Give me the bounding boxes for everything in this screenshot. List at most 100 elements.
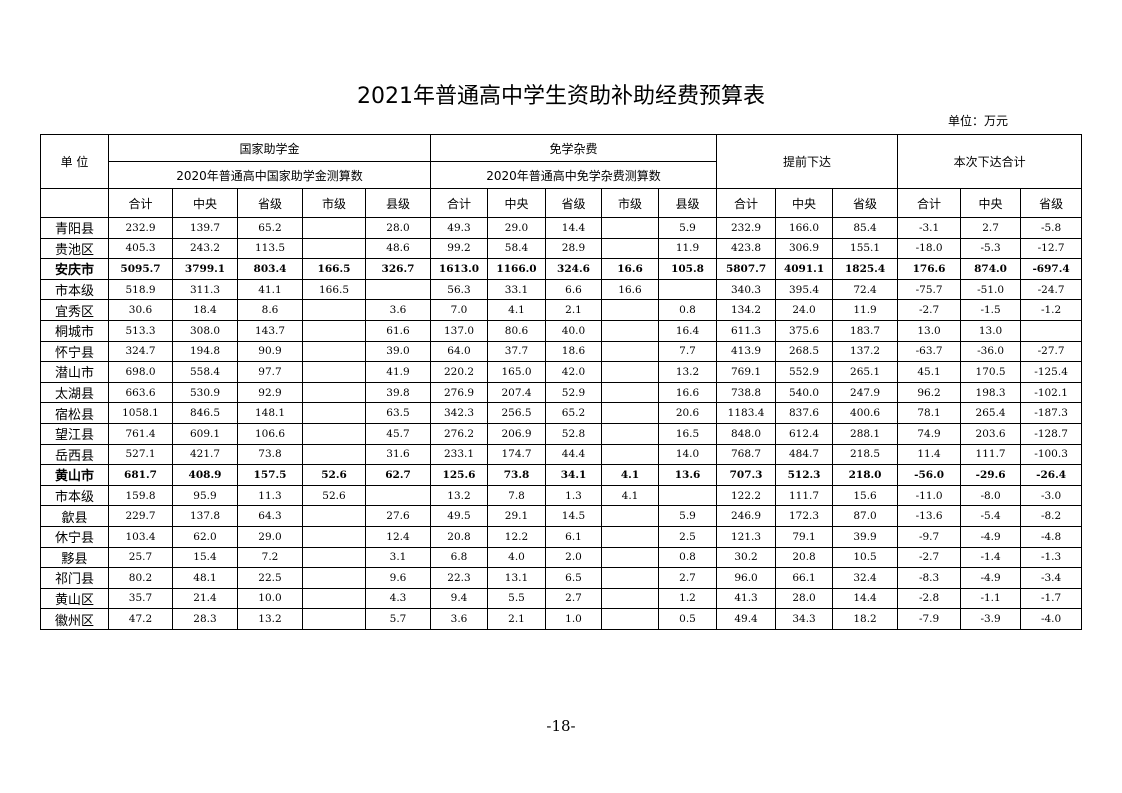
- table-cell: 395.4: [775, 278, 834, 301]
- table-cell: 11.3: [237, 484, 303, 507]
- row-name: 桐城市: [40, 319, 109, 342]
- table-cell: 4.1: [487, 299, 546, 321]
- table-cell: 28.9: [545, 237, 602, 260]
- table-cell: 1.0: [545, 608, 602, 630]
- header-current-total: 本次下达合计: [897, 134, 1083, 189]
- row-name: 黄山区: [40, 587, 109, 610]
- table-cell: 7.2: [237, 546, 303, 569]
- table-cell: 39.0: [365, 340, 431, 363]
- table-cell: 41.3: [716, 587, 777, 610]
- table-row: 黄山市 681.7 408.9 157.5 52.6 62.7 125.6 73.8 34.1 4…: [40, 464, 1083, 486]
- row-name: 望江县: [40, 422, 109, 445]
- column-header: 省级: [1020, 188, 1083, 218]
- table-cell: -5.4: [960, 505, 1022, 527]
- table-cell: 11.9: [832, 299, 899, 321]
- table-cell: 220.2: [430, 361, 488, 383]
- table-cell: 0.8: [657, 546, 718, 569]
- table-cell: 558.4: [172, 361, 238, 383]
- table-cell: 172.3: [775, 505, 834, 527]
- table-cell: -125.4: [1020, 361, 1083, 383]
- table-cell: [302, 525, 366, 548]
- table-cell: 92.9: [237, 381, 303, 404]
- table-cell: 233.1: [430, 443, 488, 466]
- table-cell: -187.3: [1020, 402, 1083, 424]
- table-cell: 2.7: [960, 217, 1022, 239]
- table-cell: 159.8: [108, 484, 173, 507]
- column-header: 省级: [237, 188, 303, 218]
- table-cell: 243.2: [172, 237, 238, 260]
- table-cell: 413.9: [716, 340, 777, 363]
- table-cell: 246.9: [716, 505, 777, 527]
- table-cell: 111.7: [960, 443, 1022, 466]
- table-cell: 6.5: [545, 567, 602, 589]
- table-cell: -128.7: [1020, 422, 1083, 445]
- table-cell: -8.2: [1020, 505, 1083, 527]
- table-cell: [601, 422, 659, 445]
- table-cell: [1020, 319, 1083, 342]
- table-cell: 30.6: [108, 299, 173, 321]
- table-cell: 20.8: [775, 546, 834, 569]
- table-cell: 247.9: [832, 381, 899, 404]
- table-cell: 58.4: [487, 237, 546, 260]
- header-blank: [40, 188, 109, 218]
- table-cell: 134.2: [716, 299, 777, 321]
- table-cell: 484.7: [775, 443, 834, 466]
- table-cell: 14.4: [832, 587, 899, 610]
- table-cell: [302, 422, 366, 445]
- table-cell: 12.4: [365, 525, 431, 548]
- table-cell: 80.6: [487, 319, 546, 342]
- table-cell: 6.8: [430, 546, 488, 569]
- table-cell: 99.2: [430, 237, 488, 260]
- table-cell: [601, 319, 659, 342]
- table-cell: 1058.1: [108, 402, 173, 424]
- table-cell: [601, 299, 659, 321]
- table-cell: -56.0: [897, 464, 962, 486]
- table-cell: 157.5: [237, 464, 303, 486]
- table-cell: 4.0: [487, 546, 546, 569]
- table-cell: 15.6: [832, 484, 899, 507]
- header-unit: 单 位: [40, 134, 109, 189]
- table-cell: 9.6: [365, 567, 431, 589]
- table-cell: 41.9: [365, 361, 431, 383]
- table-cell: 31.6: [365, 443, 431, 466]
- table-row: 安庆市 5095.7 3799.1 803.4 166.5 326.7 1613.0 1166…: [40, 258, 1083, 280]
- table-cell: 174.7: [487, 443, 546, 466]
- table-cell: 74.9: [897, 422, 962, 445]
- table-cell: 105.8: [657, 258, 718, 280]
- table-cell: -11.0: [897, 484, 962, 507]
- table-cell: 9.4: [430, 587, 488, 610]
- table-cell: [365, 278, 431, 301]
- table-cell: 681.7: [108, 464, 173, 486]
- table-cell: 137.0: [430, 319, 488, 342]
- table-cell: 512.3: [775, 464, 834, 486]
- table-cell: 65.2: [545, 402, 602, 424]
- column-header: 合计: [108, 188, 173, 218]
- table-cell: 56.3: [430, 278, 488, 301]
- table-cell: 5.9: [657, 505, 718, 527]
- table-row: 太湖县 663.6 530.9 92.9 39.8 276.9 207.4 52.9 16.6 7…: [40, 381, 1083, 404]
- table-cell: 2.5: [657, 525, 718, 548]
- table-cell: 232.9: [108, 217, 173, 239]
- table-cell: -2.8: [897, 587, 962, 610]
- table-cell: 166.5: [302, 278, 366, 301]
- table-cell: 30.2: [716, 546, 777, 569]
- table-cell: 35.7: [108, 587, 173, 610]
- row-name: 安庆市: [40, 258, 109, 280]
- table-row: 歙县 229.7 137.8 64.3 27.6 49.5 29.1 14.5 5.9 246.9…: [40, 505, 1083, 527]
- header-national-grant-sub: 2020年普通高中国家助学金测算数: [108, 161, 431, 189]
- table-cell: 11.9: [657, 237, 718, 260]
- row-name: 太湖县: [40, 381, 109, 404]
- unit-label: 单位：万元: [948, 114, 1009, 128]
- table-cell: 306.9: [775, 237, 834, 260]
- table-cell: -8.3: [897, 567, 962, 589]
- table-cell: 405.3: [108, 237, 173, 260]
- table-cell: -1.4: [960, 546, 1022, 569]
- table-cell: [601, 546, 659, 569]
- table-cell: 16.6: [657, 381, 718, 404]
- table-cell: 12.2: [487, 525, 546, 548]
- table-cell: 137.8: [172, 505, 238, 527]
- table-cell: 2.7: [657, 567, 718, 589]
- table-cell: 400.6: [832, 402, 899, 424]
- table-cell: -4.9: [960, 525, 1022, 548]
- table-cell: 22.3: [430, 567, 488, 589]
